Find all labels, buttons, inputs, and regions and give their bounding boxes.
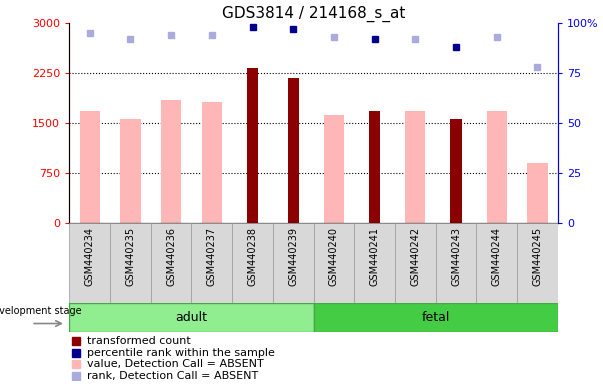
Text: GSM440236: GSM440236: [166, 227, 176, 286]
FancyBboxPatch shape: [151, 223, 192, 303]
Text: GSM440237: GSM440237: [207, 227, 217, 286]
Bar: [201, 102, 222, 223]
Bar: [369, 111, 380, 223]
Text: adult: adult: [175, 311, 207, 324]
Text: GSM440243: GSM440243: [451, 227, 461, 286]
FancyBboxPatch shape: [110, 223, 151, 303]
FancyBboxPatch shape: [69, 303, 314, 332]
Text: percentile rank within the sample: percentile rank within the sample: [87, 348, 275, 358]
Text: GSM440234: GSM440234: [84, 227, 95, 286]
Text: value, Detection Call = ABSENT: value, Detection Call = ABSENT: [87, 359, 264, 369]
FancyBboxPatch shape: [517, 223, 558, 303]
Bar: [324, 115, 344, 223]
FancyBboxPatch shape: [273, 223, 314, 303]
Bar: [120, 119, 140, 223]
FancyBboxPatch shape: [395, 223, 435, 303]
Bar: [527, 163, 548, 223]
FancyBboxPatch shape: [232, 223, 273, 303]
Text: GSM440242: GSM440242: [410, 227, 420, 286]
Text: transformed count: transformed count: [87, 336, 191, 346]
Text: GSM440244: GSM440244: [491, 227, 502, 286]
Text: rank, Detection Call = ABSENT: rank, Detection Call = ABSENT: [87, 371, 258, 381]
Bar: [161, 100, 182, 223]
Bar: [450, 119, 462, 223]
FancyBboxPatch shape: [192, 223, 232, 303]
Text: GSM440240: GSM440240: [329, 227, 339, 286]
Text: GSM440245: GSM440245: [532, 227, 543, 286]
FancyBboxPatch shape: [69, 223, 110, 303]
Text: GSM440238: GSM440238: [247, 227, 257, 286]
Title: GDS3814 / 214168_s_at: GDS3814 / 214168_s_at: [222, 5, 405, 22]
Text: development stage: development stage: [0, 306, 82, 316]
FancyBboxPatch shape: [435, 223, 476, 303]
Bar: [487, 111, 507, 223]
Bar: [288, 78, 299, 223]
FancyBboxPatch shape: [476, 223, 517, 303]
FancyBboxPatch shape: [354, 223, 395, 303]
Bar: [80, 111, 100, 223]
Text: fetal: fetal: [421, 311, 450, 324]
Text: GSM440239: GSM440239: [288, 227, 298, 286]
Bar: [247, 68, 258, 223]
Text: GSM440235: GSM440235: [125, 227, 136, 286]
FancyBboxPatch shape: [314, 223, 354, 303]
Text: GSM440241: GSM440241: [370, 227, 380, 286]
Bar: [405, 111, 426, 223]
FancyBboxPatch shape: [314, 303, 558, 332]
